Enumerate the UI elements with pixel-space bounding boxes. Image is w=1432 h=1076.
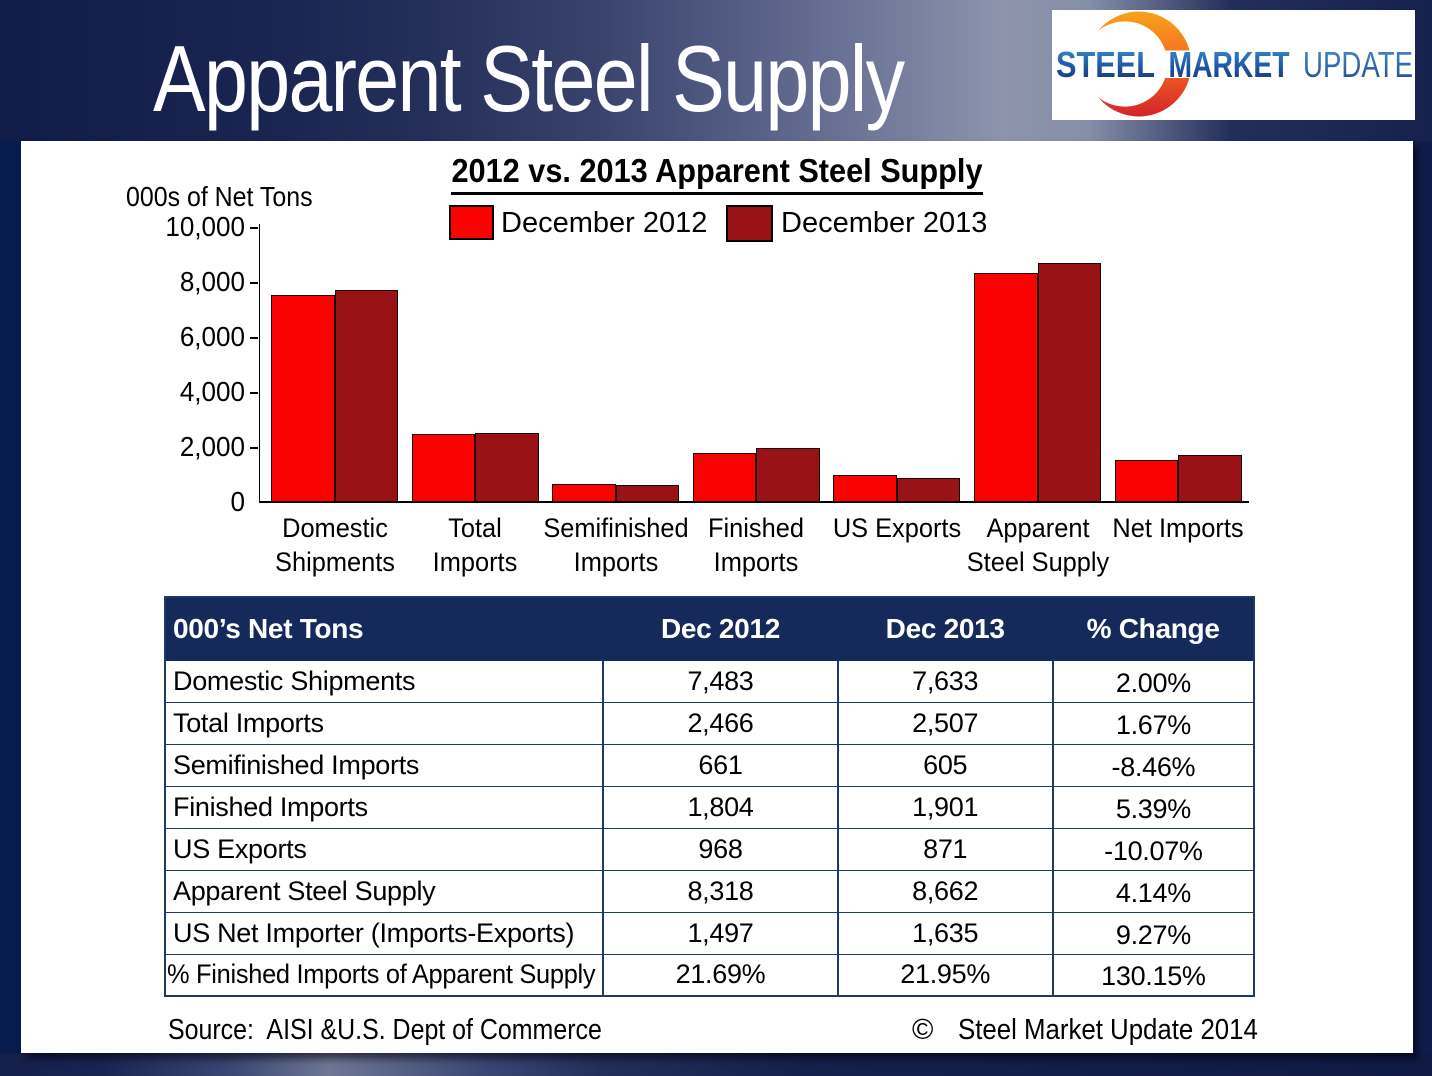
svg-text:STEEL: STEEL — [1056, 44, 1155, 85]
svg-text:UPDATE: UPDATE — [1303, 44, 1413, 85]
svg-text:MARKET: MARKET — [1169, 44, 1290, 85]
